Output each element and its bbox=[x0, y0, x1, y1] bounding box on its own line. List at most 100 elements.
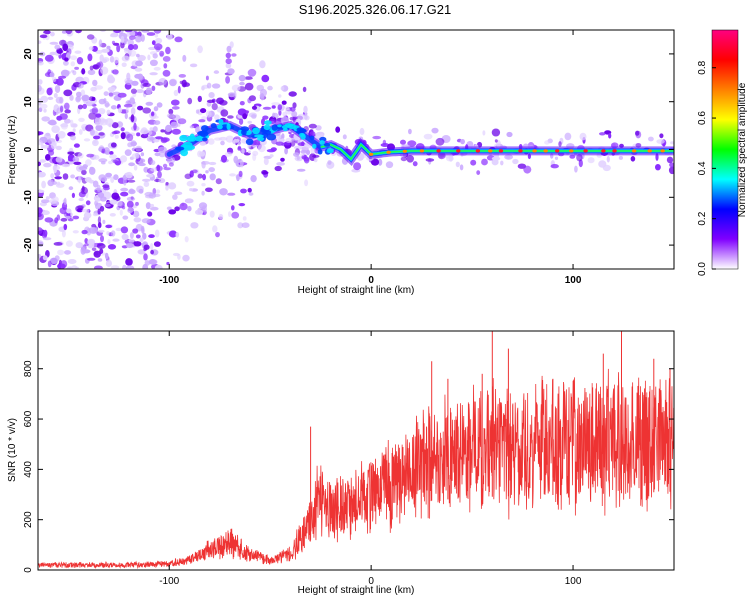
ridge-clump bbox=[179, 134, 188, 142]
noise-blob bbox=[241, 148, 245, 154]
noise-blob bbox=[74, 66, 79, 70]
noise-blob bbox=[119, 155, 128, 163]
noise-blob bbox=[38, 207, 43, 214]
noise-blob bbox=[219, 188, 228, 196]
noise-blob bbox=[110, 176, 115, 183]
noise-blob bbox=[129, 97, 135, 104]
noise-blob bbox=[225, 58, 232, 65]
noise-blob bbox=[108, 92, 114, 97]
noise-blob bbox=[142, 107, 151, 114]
ridge-clump bbox=[257, 136, 265, 141]
noise-blob bbox=[115, 227, 123, 232]
noise-blob bbox=[80, 246, 86, 255]
noise-blob bbox=[137, 249, 146, 255]
colorbar-tick-label: 0.8 bbox=[697, 60, 708, 74]
noise-blob bbox=[233, 138, 240, 143]
noise-blob bbox=[302, 86, 307, 93]
noise-blob bbox=[137, 73, 144, 80]
noise-blob bbox=[151, 85, 156, 92]
noise-blob bbox=[153, 30, 162, 34]
noise-blob bbox=[77, 104, 83, 110]
noise-blob bbox=[107, 244, 117, 250]
noise-blob bbox=[278, 109, 282, 116]
noise-blob bbox=[400, 156, 408, 162]
noise-blob bbox=[247, 97, 252, 104]
noise-blob bbox=[145, 194, 154, 199]
noise-blob bbox=[111, 131, 118, 135]
noise-blob bbox=[93, 250, 101, 258]
noise-blob bbox=[54, 176, 62, 180]
noise-blob bbox=[68, 154, 74, 162]
noise-blob bbox=[171, 128, 181, 135]
noise-blob bbox=[271, 105, 276, 109]
noise-blob bbox=[53, 242, 63, 246]
noise-blob bbox=[105, 259, 112, 267]
noise-blob bbox=[127, 44, 134, 51]
noise-blob bbox=[106, 45, 111, 50]
noise-blob bbox=[446, 156, 454, 162]
noise-blob bbox=[174, 7, 177, 15]
noise-blob bbox=[335, 126, 341, 133]
noise-blob bbox=[77, 152, 84, 159]
noise-blob bbox=[190, 222, 199, 229]
noise-blob bbox=[84, 177, 92, 183]
colorbar-tick-label: 0.6 bbox=[697, 111, 708, 125]
noise-blob bbox=[240, 188, 247, 194]
noise-blob bbox=[162, 69, 171, 77]
noise-blob bbox=[137, 105, 144, 111]
ridge-clump bbox=[187, 145, 195, 151]
noise-blob bbox=[205, 187, 213, 193]
noise-blob bbox=[554, 156, 559, 160]
noise-blob bbox=[425, 158, 435, 162]
noise-blob bbox=[400, 139, 406, 145]
noise-blob bbox=[206, 82, 212, 89]
noise-blob bbox=[157, 170, 162, 179]
noise-blob bbox=[71, 192, 75, 198]
noise-blob bbox=[239, 101, 245, 106]
noise-blob bbox=[38, 227, 43, 235]
noise-blob bbox=[139, 237, 144, 243]
noise-blob bbox=[244, 82, 254, 91]
noise-blob bbox=[304, 179, 309, 187]
noise-blob bbox=[166, 206, 172, 211]
noise-blob bbox=[292, 102, 297, 109]
noise-blob bbox=[75, 242, 84, 249]
noise-blob bbox=[41, 116, 50, 122]
noise-blob bbox=[55, 96, 63, 104]
noise-blob bbox=[163, 63, 168, 69]
ridge-clump bbox=[326, 149, 334, 154]
noise-blob bbox=[288, 91, 297, 97]
noise-blob bbox=[372, 135, 382, 140]
noise-blob bbox=[174, 206, 180, 212]
noise-blob bbox=[231, 84, 241, 92]
noise-blob bbox=[84, 238, 88, 244]
noise-blob bbox=[107, 74, 114, 82]
noise-blob bbox=[174, 36, 183, 43]
noise-blob bbox=[290, 106, 296, 112]
spectrogram-noise bbox=[38, 7, 674, 269]
noise-blob bbox=[142, 82, 151, 88]
noise-blob bbox=[61, 163, 70, 168]
noise-blob bbox=[51, 125, 60, 134]
noise-blob bbox=[197, 173, 203, 179]
noise-blob bbox=[155, 37, 163, 44]
noise-blob bbox=[252, 150, 259, 157]
ridge-clump bbox=[174, 146, 185, 151]
noise-blob bbox=[297, 142, 306, 147]
noise-blob bbox=[103, 175, 111, 179]
noise-blob bbox=[227, 68, 235, 75]
x-tick-label: 0 bbox=[368, 275, 374, 286]
noise-blob bbox=[64, 250, 71, 255]
noise-blob bbox=[127, 207, 134, 214]
noise-blob bbox=[209, 173, 216, 181]
noise-blob bbox=[198, 202, 208, 210]
noise-blob bbox=[41, 144, 49, 149]
noise-blob bbox=[130, 88, 137, 94]
noise-blob bbox=[272, 112, 276, 118]
noise-blob bbox=[494, 139, 498, 143]
noise-blob bbox=[120, 132, 126, 140]
noise-blob bbox=[97, 222, 102, 229]
ridge-clump bbox=[186, 135, 195, 142]
noise-blob bbox=[60, 123, 69, 128]
